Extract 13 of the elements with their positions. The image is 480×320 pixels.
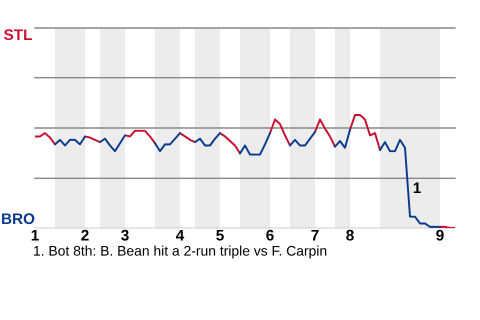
text: BRO — [2, 213, 34, 224]
x-tick-label: 3 — [121, 230, 129, 241]
text: 1. Bot 8th: B. Bean hit a 2-run triple vs F. Carpin — [34, 246, 326, 258]
x-tick-label: 2 — [81, 230, 89, 240]
annotation: 1 — [414, 182, 421, 194]
x-tick-label: 1 — [32, 230, 39, 240]
x-tick-label: 6 — [266, 230, 274, 241]
x-tick-label: 5 — [216, 230, 224, 241]
x-tick-label: 4 — [176, 230, 184, 240]
x-tick-label: 8 — [346, 230, 354, 241]
text: STL — [4, 29, 32, 40]
x-tick-label: 9 — [436, 230, 444, 241]
x-tick-label: 7 — [311, 230, 319, 240]
